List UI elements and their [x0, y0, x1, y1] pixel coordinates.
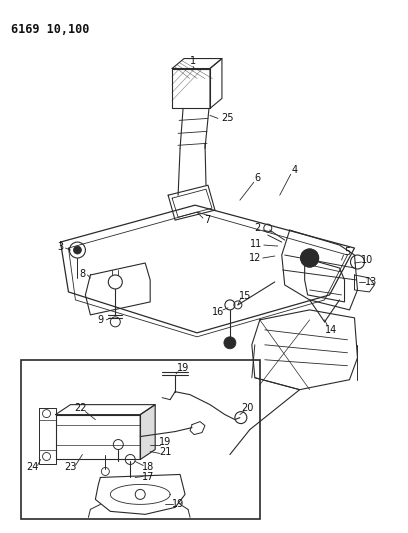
Text: 19: 19 — [159, 437, 171, 447]
Text: 7: 7 — [204, 215, 210, 225]
Text: 17: 17 — [142, 472, 154, 482]
Text: 15: 15 — [239, 291, 251, 301]
Text: 3: 3 — [58, 242, 64, 252]
Text: 11: 11 — [250, 239, 262, 249]
Text: 12: 12 — [248, 253, 261, 263]
Text: 22: 22 — [74, 402, 86, 413]
Text: 21: 21 — [159, 447, 171, 457]
Text: 18: 18 — [142, 463, 154, 472]
Text: 8: 8 — [79, 269, 86, 279]
Polygon shape — [140, 405, 155, 459]
Text: 25: 25 — [222, 114, 234, 123]
Text: 1: 1 — [190, 55, 196, 66]
Text: 6169 10,100: 6169 10,100 — [11, 22, 89, 36]
Text: 14: 14 — [326, 325, 338, 335]
Circle shape — [73, 246, 82, 254]
Circle shape — [224, 337, 236, 349]
Text: 10: 10 — [361, 255, 374, 265]
Text: 19: 19 — [177, 363, 189, 373]
Text: 20: 20 — [242, 402, 254, 413]
Text: 2: 2 — [255, 223, 261, 233]
Text: 5: 5 — [344, 247, 350, 257]
Text: 23: 23 — [64, 463, 77, 472]
Text: 13: 13 — [365, 277, 377, 287]
Circle shape — [301, 249, 319, 267]
Text: 24: 24 — [27, 463, 39, 472]
Text: 4: 4 — [292, 165, 298, 175]
Text: 9: 9 — [97, 315, 103, 325]
Text: 6: 6 — [255, 173, 261, 183]
Text: 19: 19 — [172, 499, 184, 510]
Bar — [21, 360, 260, 519]
Text: 16: 16 — [212, 307, 224, 317]
